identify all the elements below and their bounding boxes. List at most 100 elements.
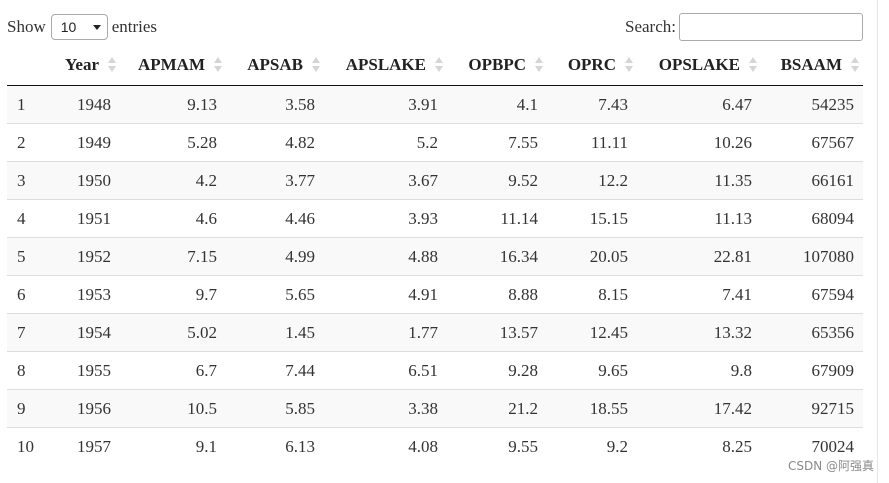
table-cell: 6.47: [637, 85, 761, 124]
entries-select-value: 10: [60, 19, 77, 35]
table-cell: 65356: [761, 313, 863, 352]
column-header-year[interactable]: Year: [54, 44, 120, 86]
table-cell: 9.2: [547, 427, 637, 465]
table-cell: 12.2: [547, 161, 637, 200]
table-row: 7 1954 5.02 1.45 1.77 13.57 12.45 13.32 65356: [7, 313, 863, 352]
table-cell: 12.45: [547, 313, 637, 352]
table-cell: 7.55: [447, 123, 547, 162]
table-cell: 4.88: [324, 237, 447, 276]
table-row: 10 1957 9.1 6.13 4.08 9.55 9.2 8.25 70024: [7, 427, 863, 465]
table-cell: 4.6: [120, 199, 226, 238]
table-cell: 15.15: [547, 199, 637, 238]
table-cell: 3.93: [324, 199, 447, 238]
table-cell: 4.46: [226, 199, 324, 238]
table-cell: 8: [7, 351, 54, 390]
sort-icon: [535, 56, 543, 74]
table-cell: 1949: [54, 123, 120, 162]
column-header-apsab[interactable]: APSAB: [226, 44, 324, 86]
table-cell: 4.1: [447, 85, 547, 124]
table-cell: 5.85: [226, 389, 324, 428]
table-row: 8 1955 6.7 7.44 6.51 9.28 9.65 9.8 67909: [7, 351, 863, 390]
column-header-oprc[interactable]: OPRC: [547, 44, 637, 86]
column-header-apmam[interactable]: APMAM: [120, 44, 226, 86]
sort-icon: [435, 56, 443, 74]
table-cell: 5.02: [120, 313, 226, 352]
table-cell: 1.45: [226, 313, 324, 352]
table-cell: 11.13: [637, 199, 761, 238]
table-cell: 67594: [761, 275, 863, 314]
table-cell: 1951: [54, 199, 120, 238]
table-cell: 68094: [761, 199, 863, 238]
column-header-opslake[interactable]: OPSLAKE: [637, 44, 761, 86]
table-cell: 4.82: [226, 123, 324, 162]
table-cell: 4: [7, 199, 54, 238]
table-cell: 1948: [54, 85, 120, 124]
table-cell: 1.77: [324, 313, 447, 352]
table-cell: 1953: [54, 275, 120, 314]
column-header-label: OPSLAKE: [658, 54, 740, 74]
table-cell: 3.38: [324, 389, 447, 428]
table-row: 5 1952 7.15 4.99 4.88 16.34 20.05 22.81 107080: [7, 237, 863, 276]
table-cell: 4.08: [324, 427, 447, 465]
search-input[interactable]: [679, 13, 863, 41]
table-cell: 6: [7, 275, 54, 314]
column-header-label: APMAM: [137, 54, 205, 74]
table-row: 1 1948 9.13 3.58 3.91 4.1 7.43 6.47 54235: [7, 85, 863, 124]
column-header-label: APSLAKE: [345, 54, 426, 74]
table-header: Year APMAM APSAB APSLAKE OPBPC OPRC OPSLAKE BSA…: [7, 44, 863, 86]
column-header-label: APSAB: [247, 54, 303, 74]
column-header-label: BSAAM: [780, 54, 842, 74]
table-cell: 4.2: [120, 161, 226, 200]
column-header-bsaam[interactable]: BSAAM: [761, 44, 863, 86]
sort-icon: [625, 56, 633, 74]
table-row: 3 1950 4.2 3.77 3.67 9.52 12.2 11.35 66161: [7, 161, 863, 200]
table-cell: 3.91: [324, 85, 447, 124]
column-header-apslake[interactable]: APSLAKE: [324, 44, 447, 86]
table-cell: 10: [7, 427, 54, 465]
divider: [877, 0, 878, 483]
table-body: 1 1948 9.13 3.58 3.91 4.1 7.43 6.47 54235 2 1949 5.…: [7, 85, 863, 465]
table-controls: Show 10 entries Search:: [7, 12, 863, 42]
chevron-down-icon: [92, 25, 101, 30]
table-cell: 3.67: [324, 161, 447, 200]
table-cell: 9: [7, 389, 54, 428]
table-cell: 1950: [54, 161, 120, 200]
table-cell: 7.41: [637, 275, 761, 314]
table-cell: 1954: [54, 313, 120, 352]
table-cell: 9.8: [637, 351, 761, 390]
table-cell: 1957: [54, 427, 120, 465]
table-cell: 5.28: [120, 123, 226, 162]
table-cell: 1955: [54, 351, 120, 390]
table-cell: 1952: [54, 237, 120, 276]
table-cell: 18.55: [547, 389, 637, 428]
table-cell: 4.99: [226, 237, 324, 276]
sort-icon: [749, 56, 757, 74]
table-cell: 3: [7, 161, 54, 200]
header-row: Year APMAM APSAB APSLAKE OPBPC OPRC OPSLAKE BSA…: [7, 44, 863, 86]
show-label: Show: [7, 17, 46, 36]
table-cell: 9.13: [120, 85, 226, 124]
entries-select[interactable]: 10: [50, 14, 108, 40]
sort-icon: [312, 56, 320, 74]
table-cell: 6.13: [226, 427, 324, 465]
watermark: CSDN @阿强真: [787, 459, 874, 473]
table-cell: 7.43: [547, 85, 637, 124]
table-cell: 70024: [761, 427, 863, 465]
entries-length-control: Show 10 entries: [7, 12, 157, 42]
column-header-opbpc[interactable]: OPBPC: [447, 44, 547, 86]
table-cell: 1956: [54, 389, 120, 428]
table-cell: 17.42: [637, 389, 761, 428]
table-cell: 9.1: [120, 427, 226, 465]
data-table: Year APMAM APSAB APSLAKE OPBPC OPRC OPSLAKE BSA…: [7, 44, 863, 465]
table-cell: 11.14: [447, 199, 547, 238]
table-cell: 4.91: [324, 275, 447, 314]
table-cell: 3.77: [226, 161, 324, 200]
table-cell: 10.26: [637, 123, 761, 162]
table-cell: 9.7: [120, 275, 226, 314]
table-cell: 1: [7, 85, 54, 124]
table-cell: 5.65: [226, 275, 324, 314]
sort-icon: [214, 56, 222, 74]
table-cell: 92715: [761, 389, 863, 428]
search-control: Search:: [625, 12, 863, 42]
